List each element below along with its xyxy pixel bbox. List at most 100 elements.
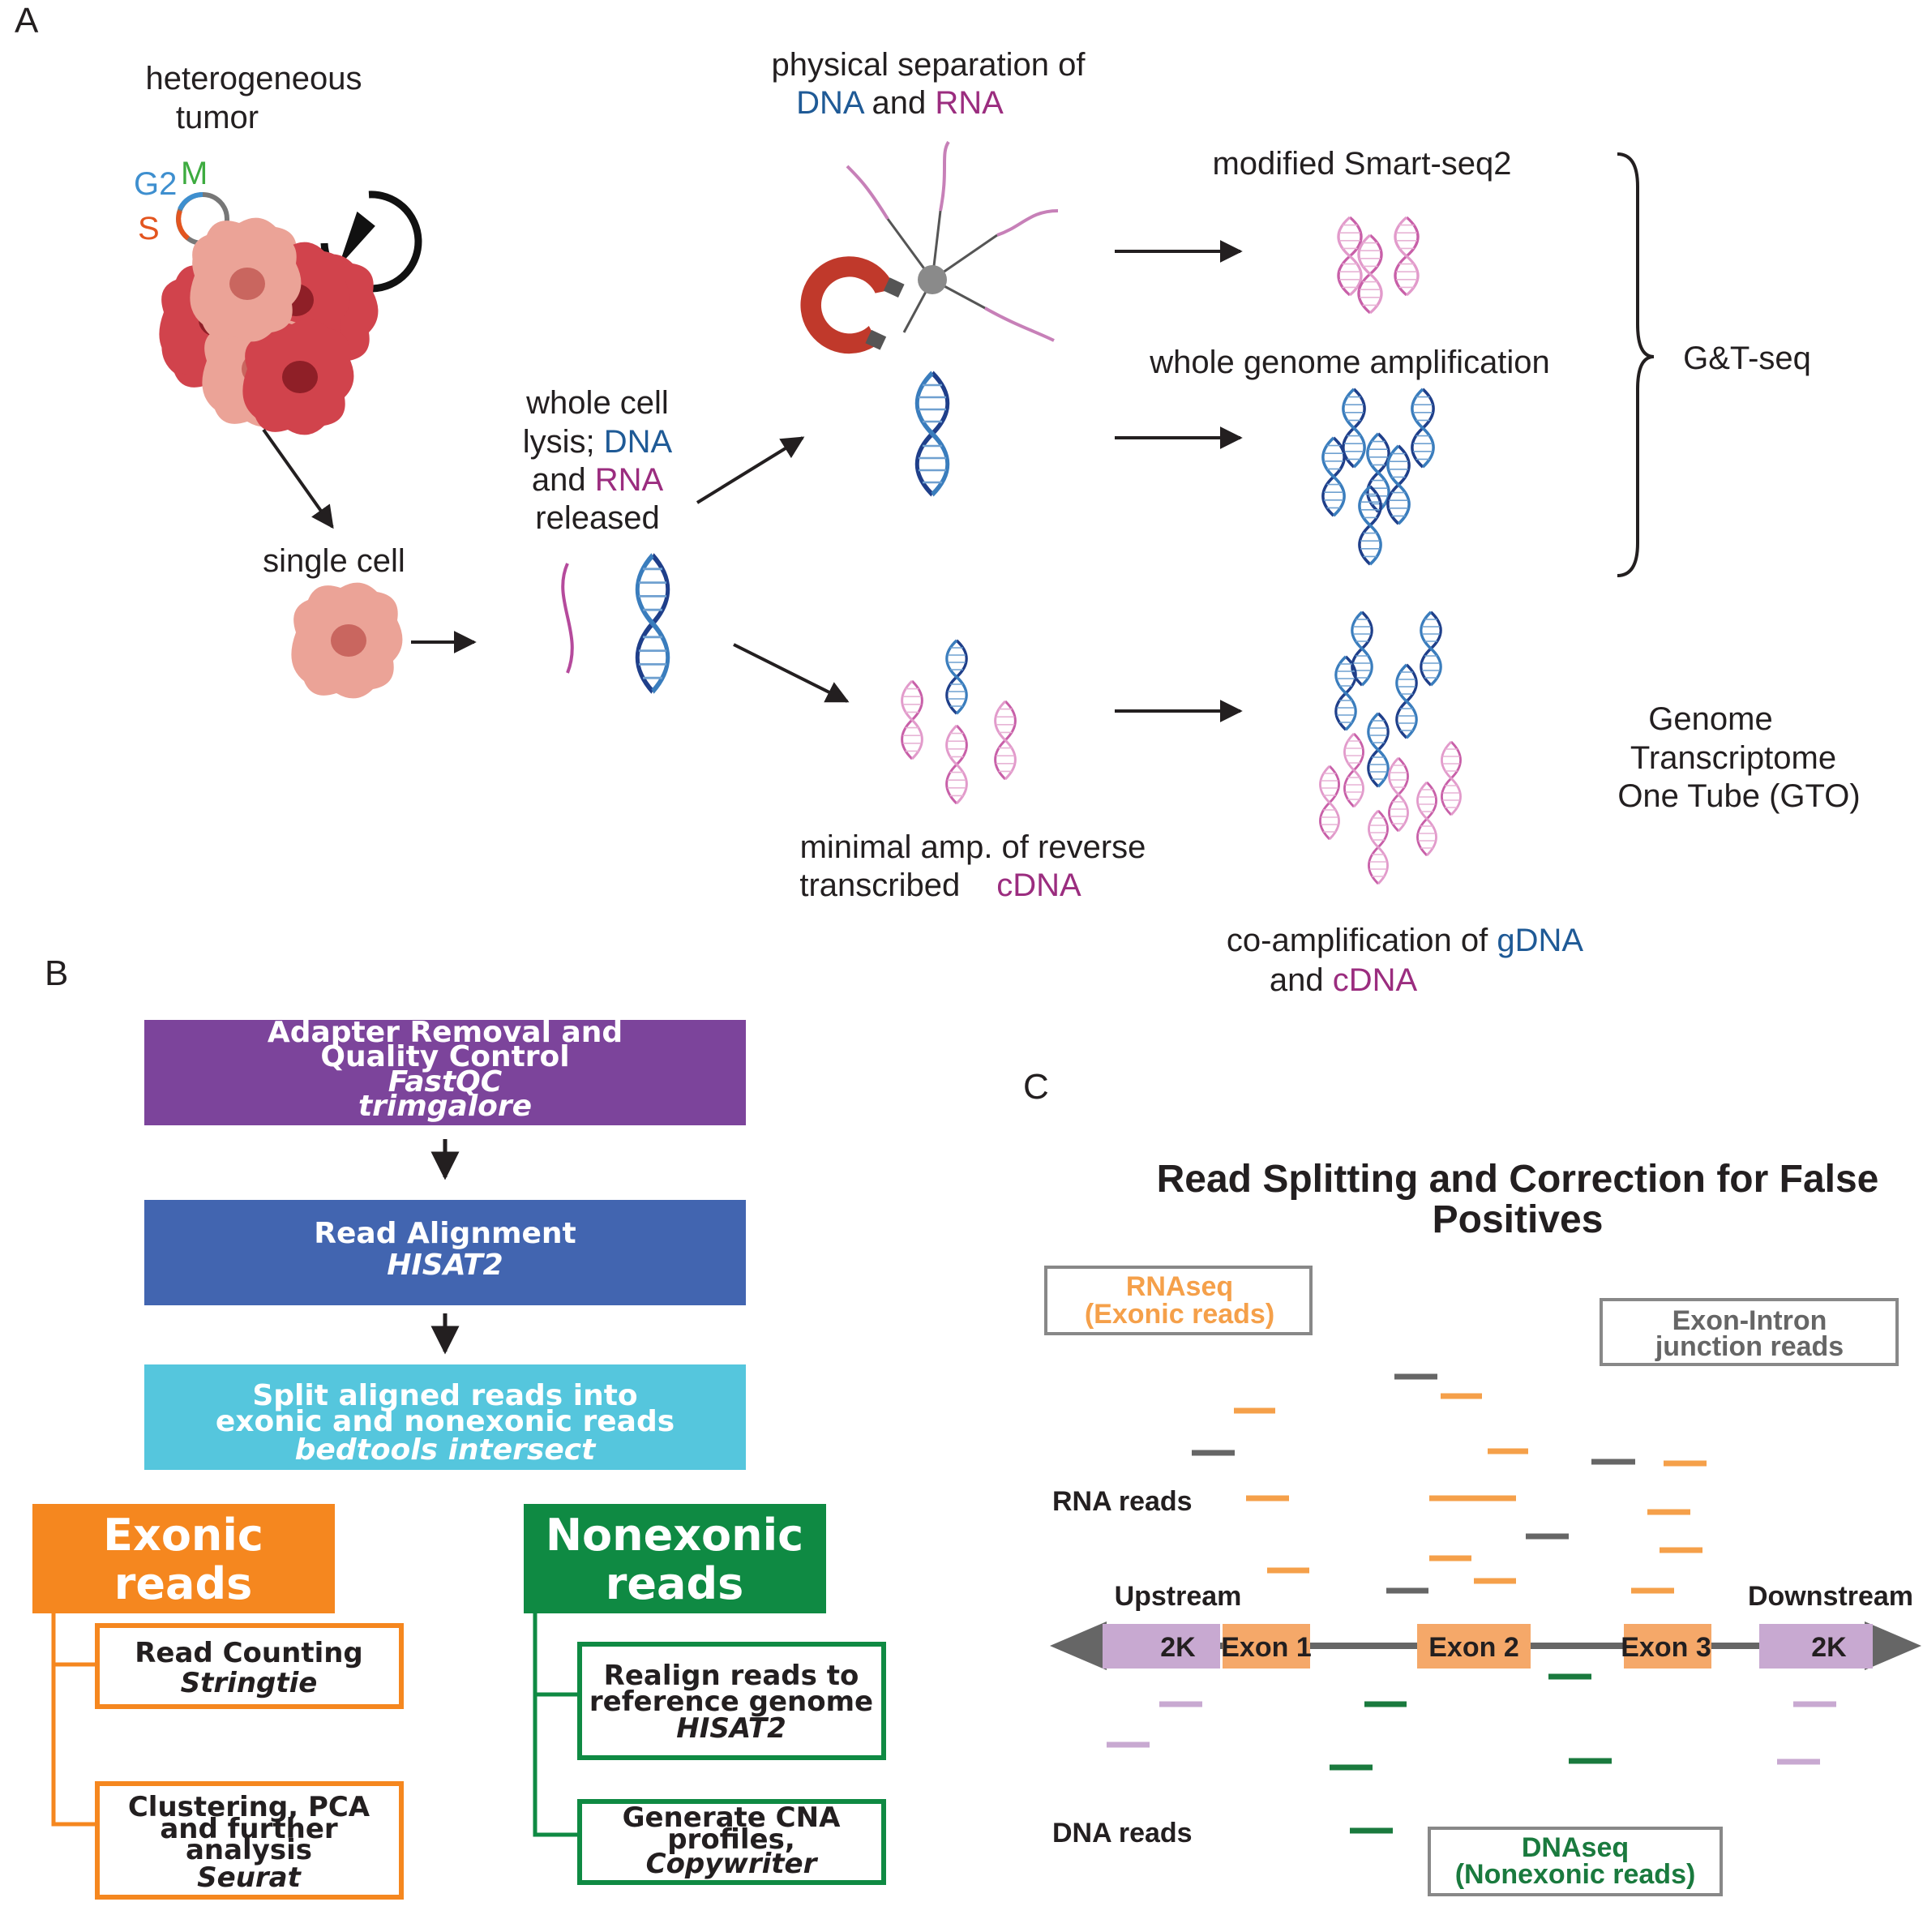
- s-label: S: [138, 211, 160, 246]
- svg-text:Quality Control: Quality Control: [320, 1040, 569, 1073]
- svg-text:profiles,: profiles,: [667, 1823, 795, 1856]
- svg-text:analysis: analysis: [186, 1834, 312, 1866]
- svg-text:trimgalore: trimgalore: [358, 1090, 532, 1123]
- exon3-label: Exon 3: [1621, 1632, 1711, 1663]
- box-exonic-reads: Exonic reads: [32, 1504, 335, 1613]
- lysis-line3: and RNA: [532, 462, 664, 498]
- minimal-amp-line1: minimal amp. of reverse: [800, 829, 1146, 865]
- svg-text:Clustering, PCA: Clustering, PCA: [128, 1791, 370, 1823]
- svg-text:Nonexonic: Nonexonic: [546, 1510, 803, 1561]
- svg-text:Copywriter: Copywriter: [646, 1848, 819, 1880]
- svg-text:Adapter Removal and: Adapter Removal and: [268, 1016, 623, 1049]
- cdna-helices-icon: [1337, 216, 1420, 315]
- junction-legend-box: Exon-Intron junction reads: [1600, 1298, 1899, 1366]
- lysis-line2: lysis; DNA: [523, 424, 673, 460]
- exonic-reads: [1234, 1393, 1707, 1594]
- single-cell-icon: [291, 582, 403, 699]
- g2-label: G2: [134, 166, 177, 202]
- smartseq-label: modified Smart-seq2: [1212, 146, 1511, 182]
- svg-text:Seurat: Seurat: [197, 1861, 302, 1894]
- box-adapter-removal: Adapter Removal and Quality Control Fast…: [144, 1016, 746, 1125]
- gtseq-label: G&T-seq: [1683, 341, 1811, 376]
- gene-track: [1050, 1621, 1921, 1670]
- coamp-line1: co-amplification of gDNA: [1227, 923, 1584, 958]
- nonexonic-connector: [533, 1613, 580, 1837]
- svg-text:and further: and further: [160, 1813, 338, 1845]
- tumor-label-line2: tumor: [176, 100, 259, 135]
- svg-text:reads: reads: [114, 1558, 253, 1609]
- exon2-label: Exon 2: [1428, 1632, 1518, 1663]
- panel-b-label: B: [45, 953, 68, 993]
- downstream-arrow-icon: [1865, 1621, 1921, 1670]
- separation-line1: physical separation of: [772, 47, 1086, 83]
- svg-text:FastQC: FastQC: [388, 1065, 503, 1099]
- arrow-lysis-to-gto: [733, 643, 850, 703]
- svg-text:Read Alignment: Read Alignment: [314, 1217, 576, 1250]
- svg-text:Exonic: Exonic: [103, 1510, 263, 1561]
- dna-reads-flank: [1107, 1701, 1836, 1765]
- magnetic-bead-icon: [800, 140, 1059, 354]
- svg-text:Realign reads to: Realign reads to: [604, 1660, 859, 1692]
- tumor-label-line1: heterogeneous: [146, 61, 362, 96]
- box-clustering: Clustering, PCA and further analysis Seu…: [95, 1781, 404, 1900]
- panel-c-title-line1: Read Splitting and Correction for False: [1157, 1158, 1879, 1201]
- flank-left-label: 2K: [1160, 1632, 1196, 1663]
- downstream-label: Downstream: [1748, 1581, 1913, 1612]
- svg-text:DNAseq: DNAseq: [1522, 1832, 1629, 1863]
- svg-text:junction reads: junction reads: [1655, 1331, 1844, 1362]
- released-dna-icon: [637, 555, 668, 692]
- flank-right-label: 2K: [1811, 1632, 1847, 1663]
- svg-text:Stringtie: Stringtie: [181, 1667, 318, 1699]
- box-read-alignment: Read Alignment HISAT2: [144, 1200, 746, 1305]
- svg-text:(Nonexonic reads): (Nonexonic reads): [1455, 1859, 1696, 1890]
- dna-reads-label: DNA reads: [1052, 1818, 1193, 1848]
- coamp-helices-icon: [1318, 610, 1463, 885]
- svg-text:(Exonic reads): (Exonic reads): [1085, 1299, 1274, 1330]
- coamp-line2: and cDNA: [1270, 962, 1418, 998]
- box-nonexonic-reads: Nonexonic reads: [524, 1504, 826, 1613]
- separation-line2: DNA and RNA: [796, 85, 1004, 121]
- lysis-line1: whole cell: [525, 385, 669, 421]
- box-realign-reads: Realign reads to reference genome HISAT2: [577, 1642, 886, 1760]
- svg-text:Read Counting: Read Counting: [135, 1637, 363, 1669]
- svg-text:reads: reads: [606, 1558, 744, 1609]
- exonic-connector: [51, 1613, 97, 1827]
- exon1-label: Exon 1: [1221, 1632, 1311, 1663]
- lysis-line4: released: [535, 500, 659, 536]
- svg-text:Exon-Intron: Exon-Intron: [1672, 1305, 1827, 1336]
- minimal-amp-helices-icon: [901, 639, 1017, 805]
- wga-label: whole genome amplification: [1149, 345, 1550, 380]
- svg-text:exonic and nonexonic reads: exonic and nonexonic reads: [216, 1405, 675, 1438]
- dna-reads-green: [1330, 1673, 1612, 1834]
- junction-reads: [1192, 1373, 1635, 1594]
- gtseq-brace: [1617, 152, 1655, 577]
- svg-text:Split aligned reads into: Split aligned reads into: [252, 1379, 637, 1412]
- arrow-lysis-to-separation: [696, 436, 805, 504]
- svg-text:HISAT2: HISAT2: [387, 1249, 503, 1282]
- box-read-counting: Read Counting Stringtie: [95, 1623, 404, 1709]
- svg-text:Generate CNA: Generate CNA: [623, 1801, 841, 1834]
- upstream-arrow-icon: [1050, 1621, 1107, 1670]
- m-label: M: [181, 156, 208, 191]
- separated-dna-icon: [917, 373, 948, 495]
- arrow-tumor-to-cell: [262, 428, 334, 529]
- panel-c-label: C: [1023, 1067, 1049, 1107]
- rnaseq-legend-box: RNAseq (Exonic reads): [1044, 1266, 1313, 1335]
- svg-text:HISAT2: HISAT2: [676, 1712, 786, 1745]
- rna-strand-icon: [561, 563, 574, 674]
- upstream-label: Upstream: [1115, 1581, 1242, 1612]
- single-cell-label: single cell: [263, 543, 405, 579]
- box-split-reads: Split aligned reads into exonic and none…: [144, 1364, 746, 1470]
- gdna-helices-icon: [1323, 389, 1433, 564]
- box-generate-cna: Generate CNA profiles, Copywriter: [577, 1799, 886, 1885]
- gto-line2: Transcriptome: [1630, 740, 1836, 776]
- svg-text:bedtools intersect: bedtools intersect: [295, 1433, 597, 1467]
- minimal-amp-line2: transcribed cDNA: [799, 867, 1081, 903]
- dnaseq-legend-box: DNAseq (Nonexonic reads): [1428, 1827, 1723, 1896]
- gto-line3: One Tube (GTO): [1617, 778, 1860, 814]
- panel-a-label: A: [15, 1, 39, 41]
- gto-line1: Genome: [1648, 701, 1772, 737]
- rna-reads-label: RNA reads: [1052, 1486, 1193, 1517]
- panel-c-title-line2: Positives: [1433, 1198, 1604, 1241]
